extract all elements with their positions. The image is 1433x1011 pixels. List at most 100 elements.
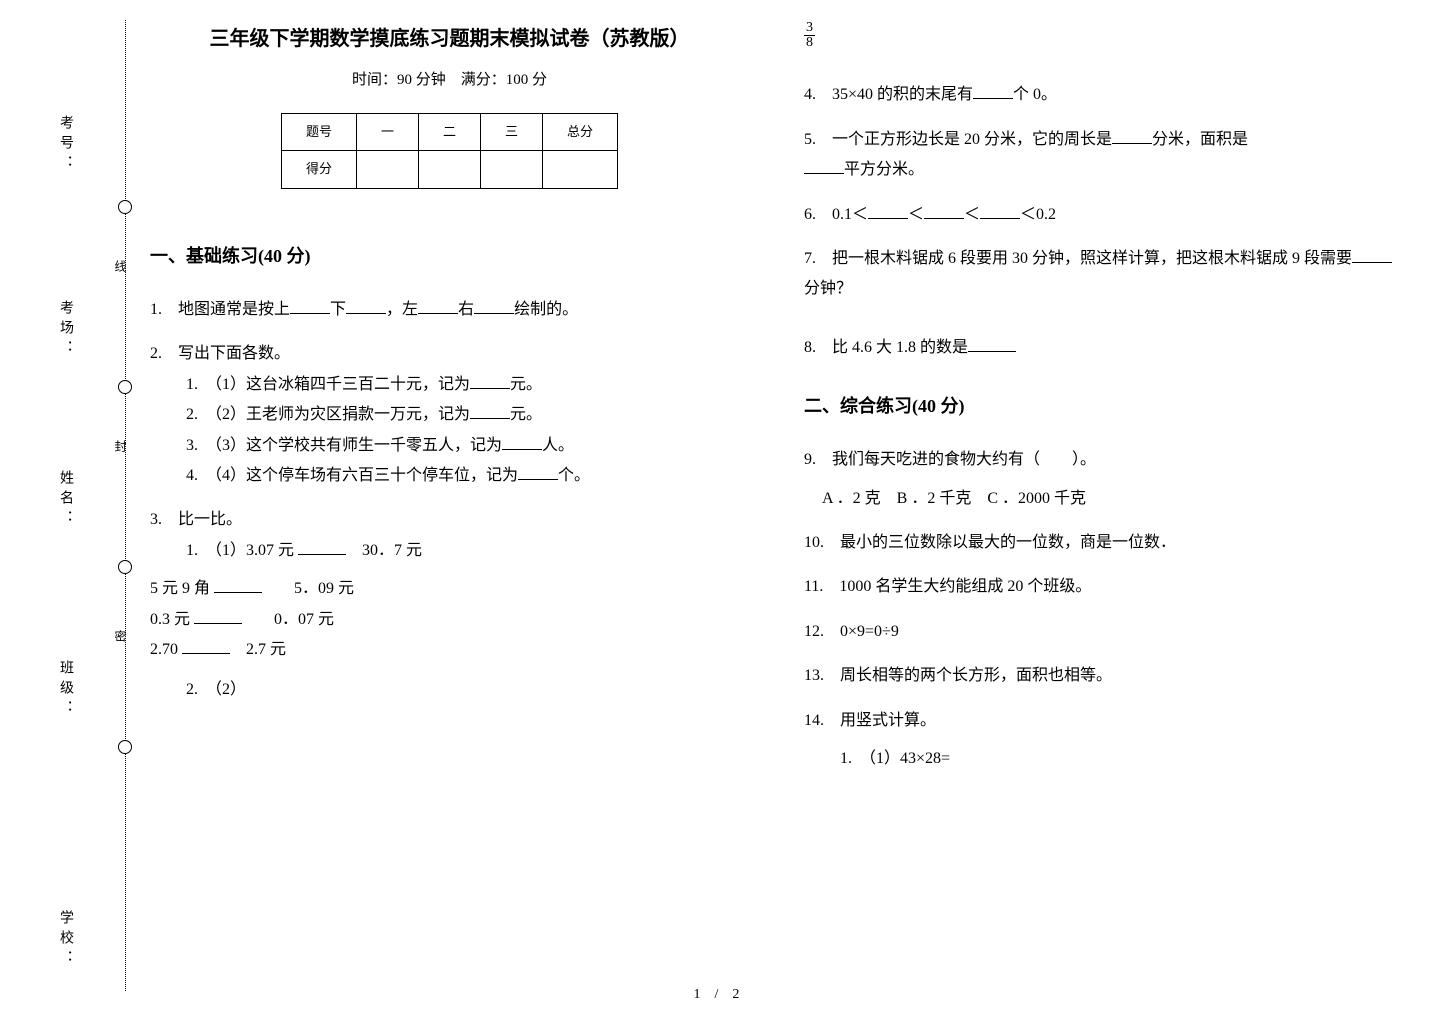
blank[interactable] xyxy=(418,298,458,314)
binding-circle-icon xyxy=(118,560,132,574)
binding-segment-label: 密 xyxy=(112,630,129,644)
text: 下 xyxy=(330,301,346,318)
fraction-3-8: 3 8 xyxy=(804,21,815,50)
binding-circle-icon xyxy=(118,380,132,394)
text: 0．07 元 xyxy=(274,611,334,628)
blank[interactable] xyxy=(470,373,510,389)
q6: 6. 0.1＜ ＜ ＜ ＜0.2 xyxy=(804,200,1403,230)
blank[interactable] xyxy=(214,577,262,593)
q11: 11. 1000 名学生大约能组成 20 个班级。 xyxy=(804,572,1403,602)
q9: 9. 我们每天吃进的食物大约有（ ）。 A ．2 克 B ．2 千克 C ．20… xyxy=(804,445,1403,514)
exam-subtitle: 时间：90 分钟 满分：100 分 xyxy=(150,66,749,95)
blank[interactable] xyxy=(502,434,542,450)
options: A ．2 克 B ．2 千克 C ．2000 千克 xyxy=(804,484,1403,514)
text: 14. 用竖式计算。 xyxy=(804,706,1403,736)
text: ＜ xyxy=(964,206,980,223)
th: 一 xyxy=(356,113,418,151)
list-item: 2.70 2.7 元 xyxy=(150,635,749,665)
page-number: 1 / 2 xyxy=(0,983,1433,1003)
list-item: 1. （1）43×28= xyxy=(804,744,1403,774)
list-item: 5 元 9 角 5．09 元 xyxy=(150,574,749,604)
exam-title: 三年级下学期数学摸底练习题期末模拟试卷（苏教版） xyxy=(150,20,749,58)
binding-circle-icon xyxy=(118,200,132,214)
text: 个 0。 xyxy=(1013,86,1057,103)
td xyxy=(418,151,480,189)
binding-label: 姓名： xyxy=(55,470,75,530)
td xyxy=(481,151,543,189)
td: 得分 xyxy=(281,151,356,189)
text: 30．7 元 xyxy=(362,542,422,559)
blank[interactable] xyxy=(470,403,510,419)
list-item: 0.3 元 0．07 元 xyxy=(150,605,749,635)
blank[interactable] xyxy=(968,336,1016,352)
text: 2.7 元 xyxy=(246,641,286,658)
denominator: 8 xyxy=(804,36,815,50)
blank[interactable] xyxy=(804,158,844,174)
text: 右 xyxy=(458,301,474,318)
q3: 3. 比一比。 1. （1）3.07 元 30．7 元 5 元 9 角 5．09… xyxy=(150,505,749,705)
blank[interactable] xyxy=(1352,247,1392,263)
text: ，左 xyxy=(386,301,418,318)
q3-item2: 2. （2） xyxy=(150,675,749,705)
blank[interactable] xyxy=(474,298,514,314)
score-table: 题号 一 二 三 总分 得分 xyxy=(281,113,618,189)
q12: 12. 0×9=0÷9 xyxy=(804,617,1403,647)
table-row: 得分 xyxy=(281,151,617,189)
text: 个。 xyxy=(558,467,590,484)
th: 二 xyxy=(418,113,480,151)
text: 绘制的。 xyxy=(514,301,578,318)
th: 三 xyxy=(481,113,543,151)
blank[interactable] xyxy=(973,83,1013,99)
text: ＜ xyxy=(908,206,924,223)
binding-circle-icon xyxy=(118,740,132,754)
text: 1. 地图通常是按上 xyxy=(150,301,290,318)
text: 4. 35×40 的积的末尾有 xyxy=(804,86,973,103)
text: 5. 一个正方形边长是 20 分米，它的周长是 xyxy=(804,131,1112,148)
blank[interactable] xyxy=(518,464,558,480)
blank[interactable] xyxy=(298,539,346,555)
section2-title: 二、综合练习(40 分) xyxy=(804,389,1403,423)
blank[interactable] xyxy=(924,203,964,219)
blank[interactable] xyxy=(290,298,330,314)
binding-label: 考号： xyxy=(55,115,75,175)
blank[interactable] xyxy=(980,203,1020,219)
binding-label: 班级： xyxy=(55,660,75,720)
q2-items: 1. （1）这台冰箱四千三百二十元，记为元。 2. （2）王老师为灾区捐款一万元… xyxy=(150,370,749,492)
blank[interactable] xyxy=(194,608,242,624)
list-item: 3. （3）这个学校共有师生一千零五人，记为人。 xyxy=(186,431,749,461)
numerator: 3 xyxy=(804,21,815,36)
exam-page: 考号：考场：姓名：班级：学校：线封密 三年级下学期数学摸底练习题期末模拟试卷（苏… xyxy=(0,0,1433,1011)
q13: 13. 周长相等的两个长方形，面积也相等。 xyxy=(804,661,1403,691)
q3-rows: 5 元 9 角 5．09 元 0.3 元 0．07 元 2.70 2.7 元 xyxy=(150,574,749,665)
q5: 5. 一个正方形边长是 20 分米，它的周长是分米，面积是平方分米。 xyxy=(804,125,1403,186)
text: （3）这个学校共有师生一千零五人，记为 xyxy=(214,437,502,454)
q4: 4. 35×40 的积的末尾有 个 0。 xyxy=(804,80,1403,110)
binding-label: 考场： xyxy=(55,300,75,360)
text: 人。 xyxy=(542,437,574,454)
left-column: 三年级下学期数学摸底练习题期末模拟试卷（苏教版） 时间：90 分钟 满分：100… xyxy=(150,20,749,991)
text: 8. 比 4.6 大 1.8 的数是 xyxy=(804,339,968,356)
section1-title: 一、基础练习(40 分) xyxy=(150,239,749,273)
q1: 1. 地图通常是按上 下 ，左 右 绘制的。 xyxy=(150,295,749,325)
blank[interactable] xyxy=(1112,128,1152,144)
binding-label: 学校： xyxy=(55,910,75,970)
text: （4）这个停车场有六百三十个停车位，记为 xyxy=(214,467,518,484)
q7: 7. 把一根木料锯成 6 段要用 30 分钟，照这样计算，把这根木料锯成 9 段… xyxy=(804,244,1403,305)
text: 0.3 元 xyxy=(150,611,190,628)
q14: 14. 用竖式计算。 1. （1）43×28= xyxy=(804,706,1403,775)
fraction: 3 8 xyxy=(804,20,1403,50)
text: 9. 我们每天吃进的食物大约有（ ）。 xyxy=(804,445,1403,475)
text: 6. 0.1＜ xyxy=(804,206,868,223)
q10: 10. 最小的三位数除以最大的一位数，商是一位数． xyxy=(804,528,1403,558)
text: 5．09 元 xyxy=(294,580,354,597)
q2: 2. 写出下面各数。 1. （1）这台冰箱四千三百二十元，记为元。 2. （2）… xyxy=(150,339,749,491)
table-row: 题号 一 二 三 总分 xyxy=(281,113,617,151)
blank[interactable] xyxy=(868,203,908,219)
text: 分米，面积是 xyxy=(1152,131,1248,148)
blank[interactable] xyxy=(182,638,230,654)
text: （2）王老师为灾区捐款一万元，记为 xyxy=(214,406,470,423)
text: ＜0.2 xyxy=(1020,206,1056,223)
td xyxy=(543,151,618,189)
text: 分钟？ xyxy=(804,280,852,297)
blank[interactable] xyxy=(346,298,386,314)
